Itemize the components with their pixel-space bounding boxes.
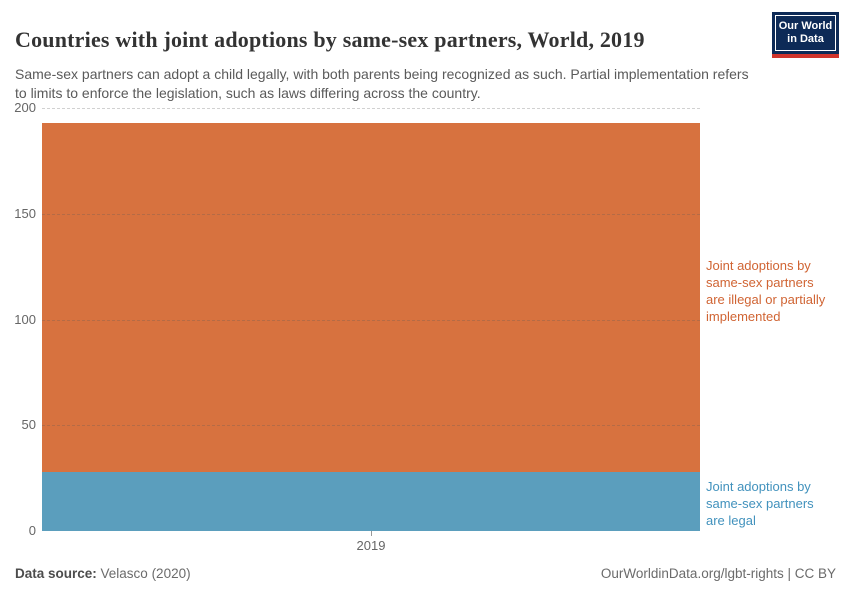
y-tick-label-100: 100 <box>14 311 36 327</box>
plot-area: 2019 <box>42 108 700 553</box>
y-tick-label-50: 50 <box>21 417 36 433</box>
data-source: Data source: Velasco (2020) <box>15 566 191 581</box>
gridline-150 <box>42 213 700 215</box>
bar-segment-legal <box>42 471 700 531</box>
stacked-bar <box>42 122 700 531</box>
y-tick-label-0: 0 <box>28 523 36 538</box>
gridline-200 <box>42 108 700 109</box>
y-tick-label-150: 150 <box>14 205 36 221</box>
owid-logo-box: Our World in Data <box>772 12 839 54</box>
owid-logo-text: Our World in Data <box>775 15 836 51</box>
owid-logo: Our World in Data <box>772 12 839 58</box>
page-title: Countries with joint adoptions by same-s… <box>15 26 645 52</box>
x-axis-label: 2019 <box>356 538 386 553</box>
data-source-value: Velasco (2020) <box>96 566 191 581</box>
owid-logo-stripe <box>772 54 839 58</box>
series-label-illegal: Joint adoptions by same-sex partners are… <box>706 258 826 324</box>
chart-subtitle: Same-sex partners can adopt a child lega… <box>15 66 749 101</box>
series-label-legal: Joint adoptions by same-sex partners are… <box>706 479 814 528</box>
bar-segment-illegal <box>42 122 700 472</box>
gridline-50 <box>42 425 700 427</box>
owid-logo-line2: in Data <box>787 33 824 45</box>
x-axis-tick <box>371 531 372 536</box>
attribution-link: OurWorldinData.org/lgbt-rights | CC BY <box>600 566 836 581</box>
gridline-100 <box>42 319 700 321</box>
data-source-label: Data source: <box>15 566 97 581</box>
y-tick-label-200: 200 <box>14 100 36 115</box>
y-axis: 0 50 100 150 200 <box>0 100 36 538</box>
owid-logo-line1: Our World <box>778 20 833 32</box>
